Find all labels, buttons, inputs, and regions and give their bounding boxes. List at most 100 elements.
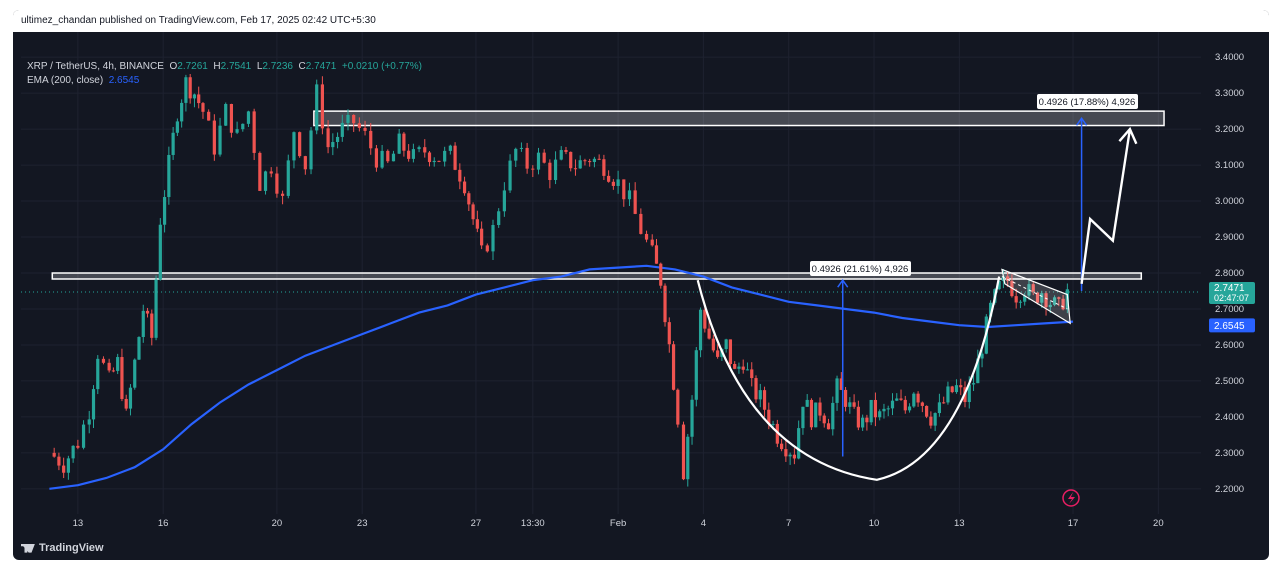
support-resistance-zones[interactable] — [51, 110, 1165, 280]
cup-pattern-curve[interactable] — [696, 276, 1001, 481]
flag-channel[interactable] — [1001, 268, 1071, 325]
candle-body — [676, 389, 680, 425]
candle-body — [91, 389, 96, 420]
candle-body — [976, 358, 980, 384]
price-tick-label: 3.3000 — [1215, 88, 1244, 99]
candle-body — [758, 390, 762, 400]
candle-body — [128, 387, 133, 409]
measure-label-2-box — [1037, 94, 1138, 109]
candle-body — [207, 111, 211, 121]
chart-frame: ultimez_chandan published on TradingView… — [13, 10, 1269, 560]
drawings-layer[interactable] — [21, 117, 1201, 481]
candle-body — [292, 132, 296, 161]
candle-body — [229, 104, 234, 133]
candle-body — [588, 161, 592, 163]
candle-body — [925, 405, 929, 417]
footer: TradingView — [13, 538, 1269, 560]
candle-body — [407, 150, 411, 159]
candle-body — [320, 84, 324, 129]
candle-body — [869, 399, 873, 423]
candle-body — [52, 452, 56, 457]
candle-body — [980, 353, 984, 359]
candle-body — [309, 130, 313, 170]
candle-body — [514, 148, 518, 161]
price-tick-label: 2.9000 — [1215, 232, 1244, 243]
ema-badge — [1209, 318, 1255, 333]
candle-body — [703, 309, 707, 329]
candle-body — [462, 181, 467, 194]
candle-body — [542, 152, 546, 163]
candle-body — [716, 350, 720, 357]
candle-body — [602, 159, 606, 176]
time-tick-label: 13 — [954, 518, 965, 529]
projection-path[interactable] — [1080, 128, 1132, 284]
alert-icon[interactable] — [1062, 489, 1080, 507]
tradingview-logo[interactable]: TradingView — [21, 542, 104, 554]
flag-midline — [1001, 276, 1068, 310]
candle-body — [162, 197, 167, 225]
time-tick-label: 4 — [701, 518, 706, 529]
candle-body — [920, 402, 924, 406]
candle-body — [280, 193, 285, 196]
candle-body — [335, 136, 340, 143]
symbol-label: XRP / TetherUS, 4h, BINANCE — [27, 61, 164, 72]
candle-body — [818, 402, 822, 416]
price-axis[interactable]: 3.4000 3.3000 3.2000 3.1000 3.0000 2.9000 2.80… — [1215, 52, 1244, 495]
candle-body — [835, 378, 839, 403]
candle-body — [663, 285, 667, 323]
candle-body — [275, 173, 279, 194]
candle-body — [745, 369, 750, 371]
resistance-zone[interactable] — [313, 110, 1165, 127]
candle-body — [141, 310, 145, 338]
candle-body — [707, 328, 711, 339]
time-tick-label: 7 — [786, 518, 791, 529]
candle-body — [839, 378, 843, 390]
candle-body — [443, 150, 447, 162]
candle-body — [822, 415, 826, 424]
candle-body — [1023, 295, 1027, 302]
candle-body — [423, 147, 427, 153]
candle-body — [263, 171, 268, 191]
candle-body — [432, 160, 436, 163]
price-tick-label: 3.1000 — [1215, 160, 1244, 171]
candle-body — [76, 445, 80, 448]
candle-body — [467, 193, 471, 205]
time-tick-label: 16 — [158, 518, 169, 529]
candle-body — [644, 233, 649, 240]
candle-body — [133, 359, 137, 388]
candle-body — [959, 385, 963, 388]
candle-body — [150, 313, 154, 338]
candle-body — [912, 393, 916, 407]
candle-body — [315, 84, 319, 131]
candle-body — [471, 204, 475, 220]
candle-body — [71, 445, 75, 459]
time-axis[interactable]: 13 16 20 23 27 13:30 Feb 4 7 10 13 17 20 — [73, 518, 1164, 529]
candle-body — [531, 168, 535, 170]
support-zone[interactable] — [51, 272, 1143, 280]
price-tick-label: 2.4000 — [1215, 412, 1244, 423]
chart-area[interactable]: 3.4000 3.3000 3.2000 3.1000 3.0000 2.9000 2.80… — [13, 32, 1269, 532]
candle-body — [167, 154, 171, 198]
publisher-line: ultimez_chandan published on TradingView… — [21, 15, 376, 26]
candle-body — [1048, 304, 1052, 308]
candle-body — [616, 179, 620, 186]
candle-body — [107, 362, 111, 371]
high-value: 2.7541 — [220, 61, 252, 72]
candle-body — [158, 224, 162, 280]
candle-body — [427, 152, 432, 163]
candle-body — [569, 151, 573, 169]
candle-body — [184, 77, 188, 103]
time-tick-label: 13 — [73, 518, 84, 529]
candle-body — [480, 228, 484, 246]
candle-body — [286, 160, 290, 196]
price-chart[interactable]: 3.4000 3.3000 3.2000 3.1000 3.0000 2.9000 2.80… — [13, 32, 1269, 532]
close-value: 2.7471 — [305, 61, 337, 72]
time-tick-label: Feb — [610, 518, 626, 529]
candle-body — [903, 399, 907, 411]
candle-body — [1014, 296, 1018, 303]
candle-body — [491, 225, 495, 252]
candle-body — [346, 114, 350, 123]
candle-body — [437, 160, 441, 162]
price-tick-label: 3.0000 — [1215, 196, 1244, 207]
